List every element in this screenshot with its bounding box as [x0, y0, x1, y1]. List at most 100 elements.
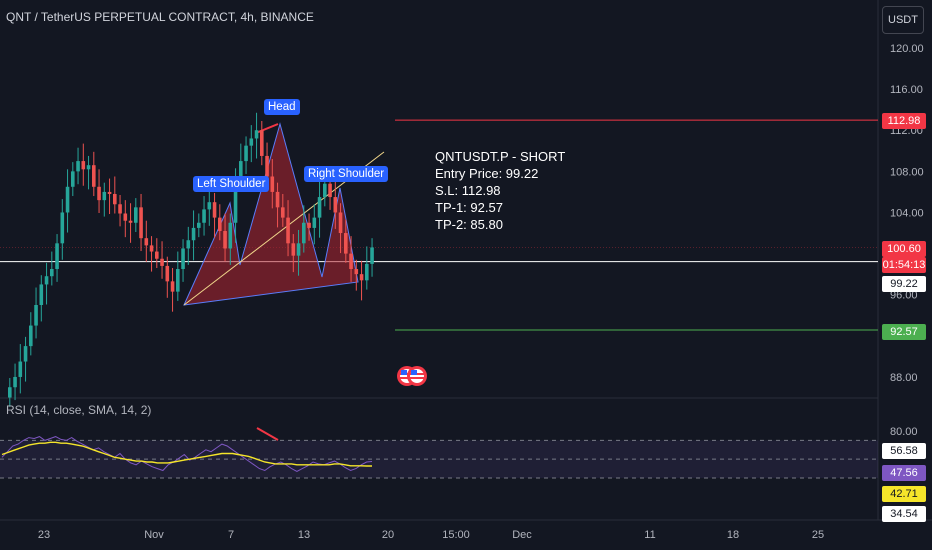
trade-info-line: TP-1: 92.57 — [435, 200, 503, 215]
candle-body — [128, 220, 133, 223]
candle-body — [233, 181, 238, 223]
candle-body — [139, 207, 143, 239]
candle-body — [365, 263, 369, 281]
rsi-value-tag: 47.56 — [882, 465, 926, 481]
candle-body — [328, 183, 332, 198]
candle-body — [239, 161, 243, 182]
candle-body — [81, 161, 86, 170]
time-axis-tick: Nov — [144, 529, 164, 541]
candle-body — [134, 207, 138, 223]
candle-body — [18, 361, 23, 377]
candle-body — [344, 233, 348, 254]
candle-body — [354, 269, 359, 275]
candle-body — [197, 222, 201, 228]
rsi-upper-tag: 56.58 — [882, 443, 926, 459]
candle-body — [370, 247, 374, 264]
price-axis-tick: 108.00 — [890, 166, 924, 178]
price-axis-tick: 120.00 — [890, 43, 924, 55]
candle-body — [165, 265, 170, 282]
head-shoulders-pattern — [183, 122, 359, 306]
trade-info-line: Entry Price: 99.22 — [435, 166, 539, 181]
head-divergence-line — [255, 123, 279, 134]
rsi-axis-tick: 80.00 — [890, 426, 918, 438]
rsi-lower-tag: 34.54 — [882, 506, 926, 522]
time-axis-tick: 25 — [812, 529, 824, 541]
candle-body — [23, 346, 28, 362]
candle-body — [92, 165, 96, 187]
candle-body — [149, 245, 154, 252]
left-shoulder-label[interactable]: Left Shoulder — [193, 176, 270, 192]
candle-body — [302, 222, 306, 244]
candle-countdown-tag: 01:54:13 — [882, 257, 926, 273]
candle-body — [312, 217, 317, 228]
candle-body — [265, 155, 269, 177]
trade-info-line: QNTUSDT.P - SHORT — [435, 149, 566, 164]
candle-body — [275, 191, 280, 208]
candle-body — [307, 222, 311, 228]
candle-body — [281, 207, 285, 218]
candle-body — [176, 269, 180, 292]
candle-body — [244, 145, 248, 162]
candle-body — [249, 138, 254, 146]
symbol-title: QNT / TetherUS PERPETUAL CONTRACT, 4h, B… — [6, 10, 314, 24]
candle-body — [228, 222, 233, 249]
candle-body — [44, 276, 49, 285]
head-label[interactable]: Head — [264, 99, 300, 115]
candle-body — [254, 130, 259, 139]
rsi-ma-line — [1, 441, 372, 467]
trade-info-box: QNTUSDT.P - SHORT Entry Price: 99.22 S.L… — [435, 148, 565, 233]
candle-body — [270, 176, 275, 192]
candle-body — [65, 186, 70, 213]
candle-body — [191, 227, 196, 241]
candle-body — [60, 212, 65, 244]
candle-body — [333, 197, 338, 213]
candle-body — [207, 202, 212, 210]
time-axis-tick: 20 — [382, 529, 394, 541]
rsi-divergence-line — [256, 427, 279, 441]
candle-body — [359, 274, 364, 281]
candle-body — [223, 230, 227, 249]
time-axis-tick: 13 — [298, 529, 310, 541]
candle-body — [123, 213, 128, 221]
candle-body — [202, 209, 206, 223]
candle-body — [76, 161, 80, 172]
time-axis-tick: 11 — [644, 529, 655, 541]
us-flag-event-icon[interactable] — [397, 364, 427, 388]
candle-body — [39, 284, 44, 305]
current-price-tag: 100.60 — [882, 241, 926, 257]
candle-body — [50, 269, 54, 277]
price-axis-tick: 96.00 — [890, 290, 918, 302]
candle-body — [8, 387, 12, 398]
price-axis-tick: 88.00 — [890, 372, 918, 384]
candle-body — [160, 258, 164, 266]
rsi-indicator-label[interactable]: RSI (14, close, SMA, 14, 2) — [6, 403, 152, 417]
price-axis-tick: 104.00 — [890, 207, 924, 219]
right-shoulder-label[interactable]: Right Shoulder — [304, 166, 389, 182]
time-axis-tick: Dec — [512, 529, 532, 541]
candle-body — [186, 240, 191, 249]
candle-body — [323, 183, 327, 198]
candle-body — [13, 376, 17, 388]
candle-body — [34, 305, 38, 326]
candle-body — [349, 253, 353, 270]
candle-body — [107, 191, 112, 194]
currency-button[interactable]: USDT — [882, 6, 924, 34]
candle-body — [113, 193, 117, 205]
candle-body — [212, 202, 217, 218]
time-axis-tick: 7 — [228, 529, 234, 541]
rsi-ma-tag: 42.71 — [882, 486, 926, 502]
candle-body — [55, 243, 59, 270]
candle-body — [338, 212, 343, 234]
candle-body — [29, 325, 33, 347]
candle-body — [317, 197, 322, 218]
trade-info-line: TP-2: 85.80 — [435, 217, 503, 232]
candle-body — [291, 243, 296, 256]
rsi-line — [1, 436, 373, 472]
candle-body — [144, 238, 149, 246]
time-axis-tick: 23 — [38, 529, 50, 541]
candle-body — [181, 248, 185, 270]
stop-loss-price-tag: 112.98 — [882, 113, 926, 129]
candle-body — [260, 130, 264, 156]
time-axis-tick: 15:00 — [442, 529, 470, 541]
